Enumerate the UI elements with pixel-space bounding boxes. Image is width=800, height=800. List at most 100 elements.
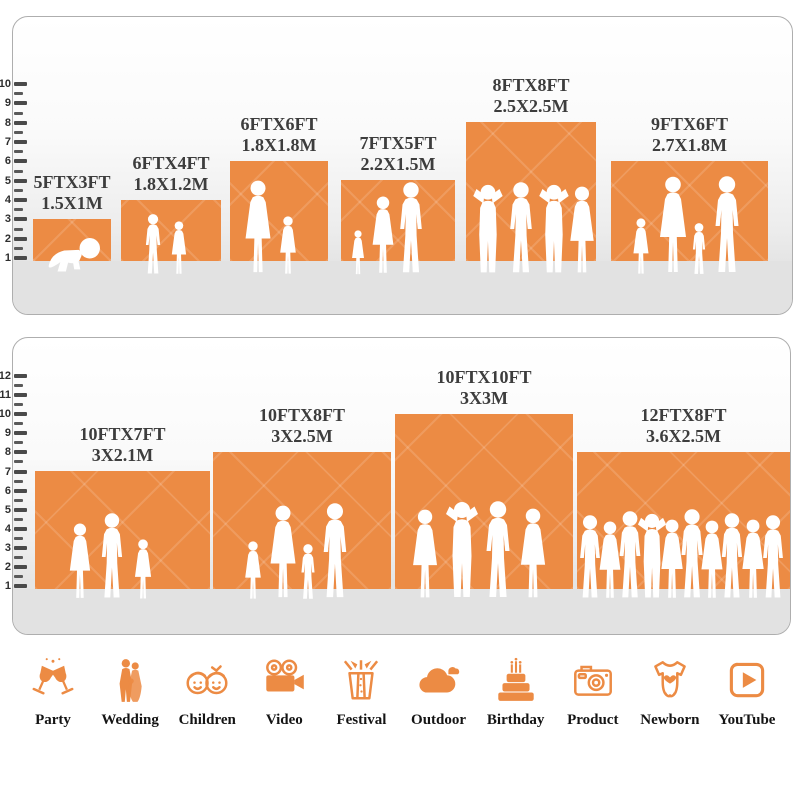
wedding-couple-icon [105,655,155,705]
person-silhouette [599,521,621,598]
backdrop-size-label: 10FTX7FT 3X2.1M [0,424,246,466]
person-silhouette [69,523,91,598]
backdrop-bar [230,160,328,261]
ruler-minor-tick [14,479,23,483]
ruler-number: 4 [4,194,11,206]
person-silhouette [413,509,437,598]
video-camera-icon [259,655,309,705]
size-meters-text: 3X2.1M [91,445,154,465]
person-silhouette [742,519,764,598]
size-feet-text: 10FTX8FT [258,404,345,425]
category-outdoor: Outdoor [402,655,476,729]
ruler-number: 3 [4,541,11,554]
size-feet-text: 6FTX6FT [240,113,318,134]
size-meters-text: 1.8X1.8M [241,134,317,155]
size-meters-text: 2.2X1.5M [360,154,436,175]
person-silhouette [171,221,187,274]
category-festival: Festival [324,655,398,729]
size-meters-text: 2.7X1.8M [652,134,727,155]
size-feet-text: 10FTX7FT [79,424,166,444]
children-faces-icon [182,655,232,705]
ruler-major-tick [14,431,27,436]
category-label: Wedding [101,712,159,728]
panel-small-backdrops: 1 2 3 4 5 6 7 8 9 10 5FTX3FT 1.5X1M 6FTX4FT 1.8X1.2M 6… [0,16,793,315]
ruler-major-tick [14,507,27,512]
person-silhouette [245,180,271,273]
category-product: Product [556,655,630,729]
ruler-number: 2 [4,232,11,245]
size-feet-text: 12FTX8FT [640,404,727,425]
ruler-number: 1 [4,252,11,264]
person-silhouette [280,216,296,274]
ruler-major-tick [14,526,27,531]
backdrop-size-label: 8FTX8FT 2.5X2.5M [430,75,632,117]
size-feet-text: 5FTX3FT [33,171,111,192]
category-party: Party [16,655,90,729]
youtube-play-icon [722,655,772,705]
person-silhouette [301,544,315,599]
ruler-number: 10 [0,408,11,421]
ruler-number: 12 [0,370,11,382]
category-birthday: Birthday [479,655,553,729]
silhouettes-family-of-three [352,182,422,275]
ruler-minor-tick [14,169,23,173]
ruler-major-tick [14,488,27,493]
silhouettes-couple-with-child [69,513,152,599]
ruler-number: 8 [4,116,11,129]
silhouettes-four-adults-posing [413,501,546,598]
category-label: Birthday [486,712,545,728]
person-silhouette [270,505,296,598]
ruler-minor-tick [14,460,23,464]
ruler-number: 8 [4,446,11,459]
category-label: Newborn [640,712,700,728]
ruler-number: 10 [0,78,11,90]
person-silhouette [245,541,261,599]
category-row: Party Wedding Children Video Festival Outdoor… [16,655,784,729]
ruler-major-tick [14,101,27,106]
ruler-number: 6 [4,484,11,497]
ruler-minor-tick [14,246,23,250]
backdrop-bar [213,451,391,589]
category-label: Party [35,712,71,728]
backdrop-size-label: 12FTX8FT 3.6X2.5M [541,405,800,447]
ruler-major-tick [14,564,27,569]
backdrop-size-label: 10FTX10FT 3X3M [359,367,609,409]
person-silhouette [372,196,394,273]
person-silhouette [633,218,649,274]
product-camera-icon [568,655,618,705]
backdrop-bar [35,471,210,589]
size-meters-text: 3X2.5M [271,425,333,446]
person-silhouette [637,513,667,598]
person-silhouette [352,230,364,275]
backdrop-size-label: 6FTX4FT 1.8X1.2M [85,153,257,195]
person-silhouette [721,513,743,598]
category-video: Video [247,655,321,729]
ruler-major-tick [14,159,27,164]
ruler-major-tick [14,178,27,183]
person-silhouette [446,502,478,597]
ruler-number: 6 [4,155,11,168]
size-meters-text: 3.6X2.5M [646,425,721,446]
ruler-major-tick [14,393,27,398]
person-silhouette [510,182,532,273]
newborn-onesie-icon [645,655,695,705]
ruler-major-tick [14,545,27,550]
ruler-minor-tick [14,575,23,578]
person-silhouette [486,501,510,597]
size-meters-text: 2.5X2.5M [493,96,569,117]
ruler-number: 4 [4,522,11,535]
person-silhouette [580,515,600,598]
ruler-number: 11 [0,389,11,402]
silhouettes-family-of-four [245,503,347,599]
ruler-major-tick [14,198,27,202]
category-youtube: YouTube [710,655,784,729]
ruler-minor-tick [14,208,23,212]
silhouettes-four-adults-posing [473,182,594,273]
person-silhouette [400,182,422,273]
category-wedding: Wedding [93,655,167,729]
birthday-cake-icon [491,655,541,705]
size-feet-text: 8FTX8FT [492,75,570,96]
ruler-minor-tick [14,150,23,154]
person-silhouette [101,513,123,598]
person-silhouette [539,184,569,273]
